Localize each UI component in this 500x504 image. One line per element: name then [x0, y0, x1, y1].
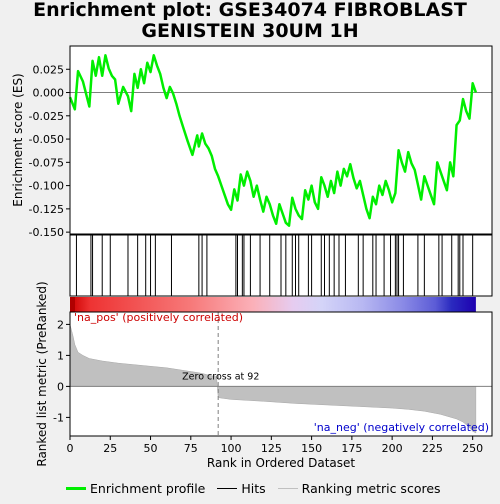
metric-xtick-label: 100: [221, 442, 242, 455]
es-ytick-label: -0.100: [29, 180, 64, 193]
legend-hits-label: Hits: [241, 480, 266, 496]
rank-colorbar-top-tick: [70, 297, 75, 312]
es-ytick-label: -0.150: [29, 226, 64, 239]
x-axis-label: Rank in Ordered Dataset: [207, 456, 355, 470]
metric-axis-label: Ranked list metric (PreRanked): [35, 281, 49, 466]
metric-ytick-label: 0: [57, 380, 64, 393]
hits-frame: [69, 234, 493, 297]
legend-item-ranking: Ranking metric scores: [277, 480, 441, 496]
metric-xtick-label: 225: [422, 442, 443, 455]
es-ytick-label: -0.075: [29, 156, 64, 169]
chart-title: Enrichment plot: GSE34074 FIBROBLAST GEN…: [0, 0, 500, 42]
legend-item-hits: Hits: [217, 480, 266, 496]
es-ytick-label: 0.000: [33, 87, 65, 100]
metric-ytick-label: 2: [57, 318, 64, 331]
ranking-metric-area: [69, 324, 477, 434]
enrichment-score-panel: 0.025 0.000 -0.025 -0.050 -0.075 -0.100 -0.125…: [11, 45, 493, 239]
legend-ranking-label: Ranking metric scores: [301, 480, 441, 496]
es-ytick-label: -0.125: [29, 203, 64, 216]
metric-xtick-label: 175: [341, 442, 362, 455]
metric-ytick-label: 1: [57, 349, 64, 362]
metric-xtick-label: 75: [184, 442, 198, 455]
rank-colorbar: [70, 297, 476, 312]
es-ytick-label: 0.025: [33, 63, 65, 76]
metric-xtick-label: 200: [382, 442, 403, 455]
metric-xtick-label: 50: [144, 442, 158, 455]
legend-item-profile: Enrichment profile: [66, 481, 205, 496]
metric-frame: [69, 311, 493, 437]
rank-colorbar-panel: [70, 297, 476, 312]
es-ytick-label: -0.025: [29, 110, 64, 123]
legend-hits-swatch: [217, 487, 238, 489]
legend-ranking-swatch: [277, 487, 298, 489]
metric-xtick-label: 250: [462, 442, 483, 455]
zero-cross-annotation: Zero cross at 92: [182, 372, 259, 383]
legend: Enrichment profile Hits Ranking metric s…: [66, 478, 466, 498]
metric-xtick-label: 150: [301, 442, 322, 455]
metric-xtick-label: 25: [103, 442, 117, 455]
chart-title-line-1: Enrichment plot: GSE34074 FIBROBLAST: [33, 0, 467, 21]
metric-xtick-label: 0: [67, 442, 74, 455]
chart-title-line-2: GENISTEIN 30UM 1H: [141, 20, 359, 42]
legend-profile-swatch: [66, 486, 86, 490]
es-ytick-label: -0.050: [29, 133, 64, 146]
enrichment-profile-line: [68, 54, 478, 227]
na-neg-annotation: 'na_neg' (negatively correlated): [314, 421, 489, 434]
es-axis-label: Enrichment score (ES): [11, 73, 25, 206]
es-frame: [69, 45, 493, 235]
ranking-metric-panel: 2 1 0 -1 0 25 50 75 100 125 150 175 200 225 250 Zero cr…: [35, 281, 493, 470]
metric-ytick-label: -1: [53, 411, 64, 424]
hits-panel: [69, 234, 493, 297]
na-pos-annotation: 'na_pos' (positively correlated): [74, 311, 243, 324]
metric-xtick-label: 125: [261, 442, 282, 455]
legend-profile-label: Enrichment profile: [90, 480, 206, 496]
